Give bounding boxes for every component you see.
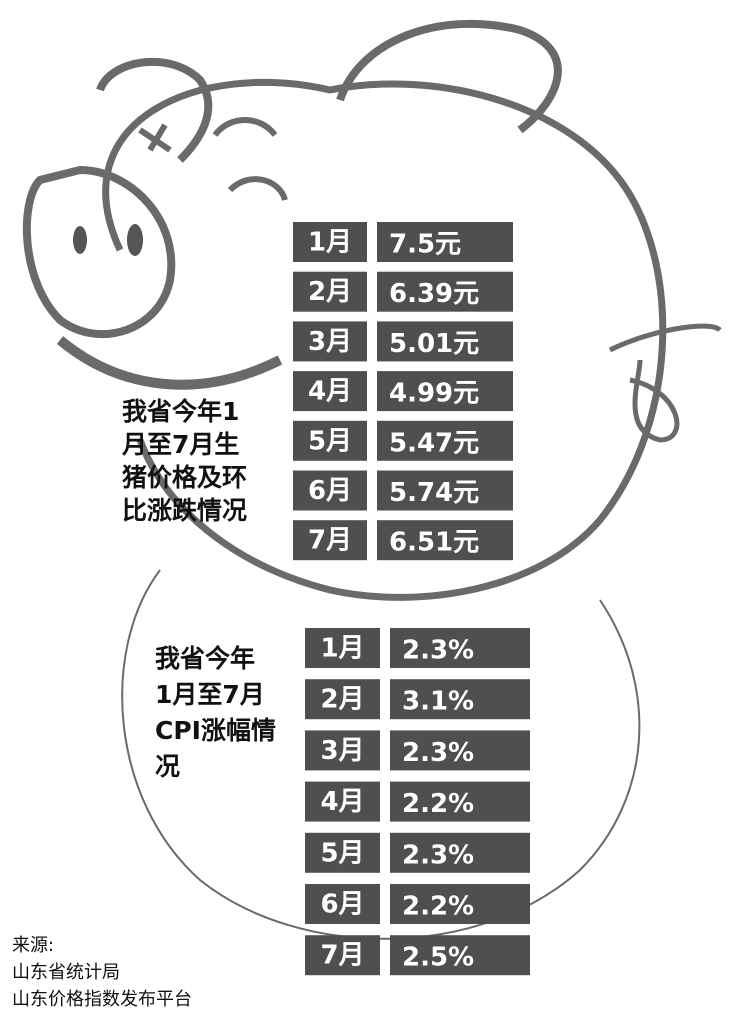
infographic: 1月 7.5元 2月 6.39元 3月 5.01元 4月 4.99元 5月 5.47元 6月 5.74… [0, 0, 734, 1014]
cpi-table: 1月 2.3% 2月 3.1% 3月 2.3% 4月 2.2% 5月 2.3% 6月 2.2% 7月 2.… [155, 628, 530, 975]
month-label: 1月 [308, 228, 352, 258]
caption-line: 我省今年 [155, 644, 255, 673]
source-line: 山东价格指数发布平台 [12, 989, 192, 1010]
value-label: 2.2% [402, 892, 474, 922]
value-label: 2.5% [402, 943, 474, 973]
month-label: 3月 [308, 327, 352, 357]
value-label: 4.99元 [389, 379, 479, 409]
value-label: 3.1% [402, 687, 474, 717]
caption-line: 猪价格及环 [122, 463, 247, 492]
month-label: 2月 [320, 685, 364, 715]
month-label: 6月 [320, 890, 364, 920]
month-label: 4月 [308, 377, 352, 407]
value-label: 2.3% [402, 636, 474, 666]
caption-line: CPI涨幅情 [155, 716, 276, 745]
value-label: 5.74元 [389, 478, 479, 508]
value-label: 6.51元 [389, 528, 479, 558]
month-label: 7月 [308, 526, 352, 556]
month-label: 4月 [320, 787, 364, 817]
month-label: 1月 [320, 634, 364, 664]
caption-line: 月至7月生 [121, 430, 239, 459]
source-line: 来源: [12, 935, 54, 956]
caption-line: 1月至7月 [155, 680, 265, 709]
value-label: 5.47元 [389, 428, 479, 458]
value-label: 2.3% [402, 840, 474, 870]
caption-line: 我省今年1 [122, 397, 239, 426]
month-label: 3月 [320, 736, 364, 766]
value-label: 6.39元 [389, 279, 479, 309]
caption-line: 况 [155, 752, 180, 781]
month-label: 5月 [320, 838, 364, 868]
month-label: 5月 [308, 426, 352, 456]
month-label: 6月 [308, 476, 352, 506]
value-label: 5.01元 [389, 329, 479, 359]
caption-line: 比涨跌情况 [122, 496, 247, 525]
month-label: 2月 [308, 277, 352, 307]
month-label: 7月 [320, 941, 364, 971]
value-label: 2.3% [402, 738, 474, 768]
value-label: 7.5元 [389, 230, 461, 260]
source-line: 山东省统计局 [12, 962, 120, 983]
pork-price-table: 1月 7.5元 2月 6.39元 3月 5.01元 4月 4.99元 5月 5.47元 6月 5.74… [121, 222, 513, 560]
value-label: 2.2% [402, 789, 474, 819]
